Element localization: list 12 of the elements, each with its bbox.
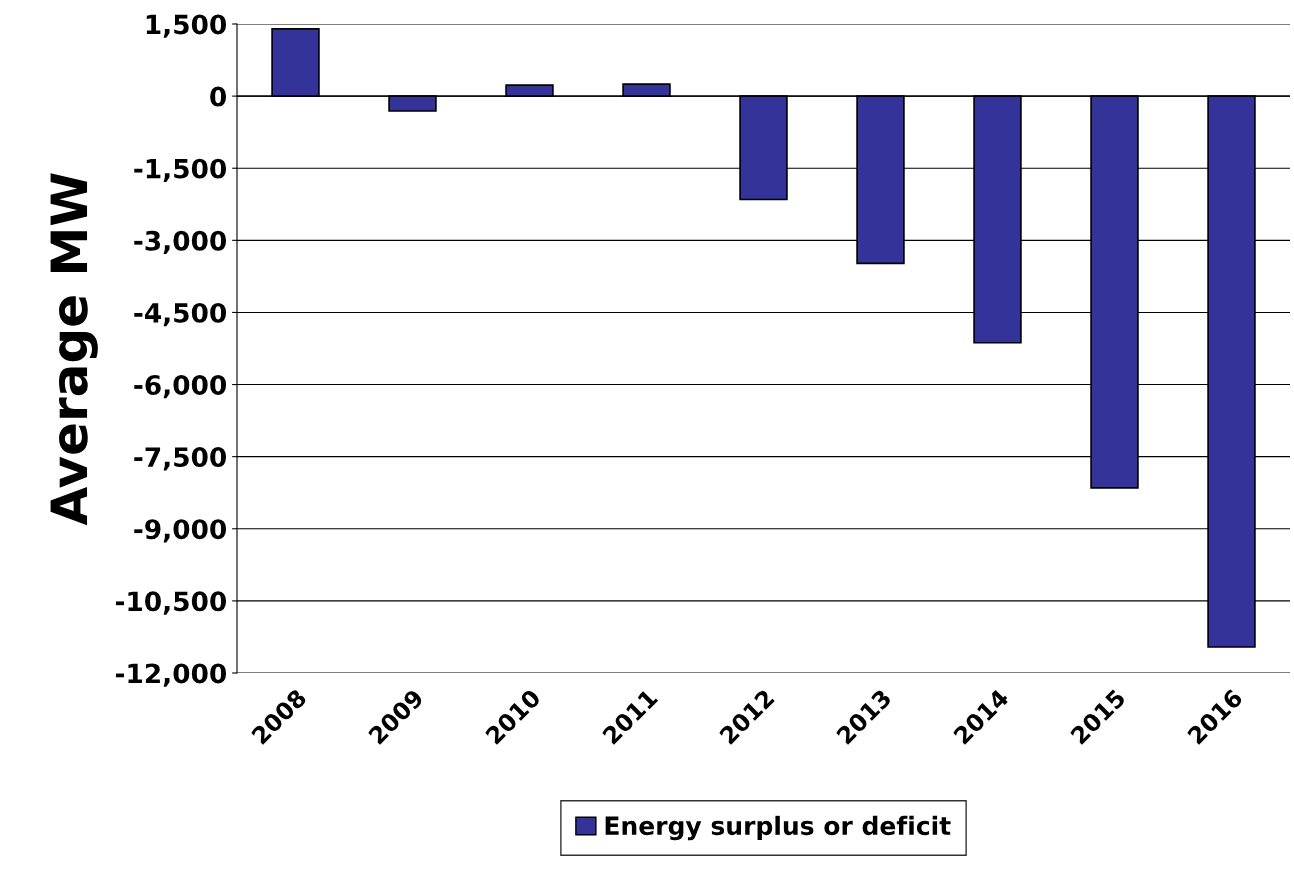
y-tick-label: -4,500: [134, 302, 227, 327]
y-tick-label: 0: [210, 86, 227, 107]
y-tick-label: -7,500: [134, 447, 227, 471]
y-tick-label: -10,500: [115, 591, 227, 615]
legend-label: Energy surplus or deficit: [605, 815, 951, 841]
y-tick-label: -6,000: [134, 375, 227, 399]
y-tick-label: 1,500: [146, 14, 227, 38]
y-tick-label: -3,000: [134, 230, 227, 255]
y-tick-label: -12,000: [115, 663, 227, 687]
y-tick-label: -1,500: [134, 158, 227, 182]
y-axis-title: Average MW: [50, 173, 98, 526]
y-tick-label: -9,000: [134, 519, 227, 543]
